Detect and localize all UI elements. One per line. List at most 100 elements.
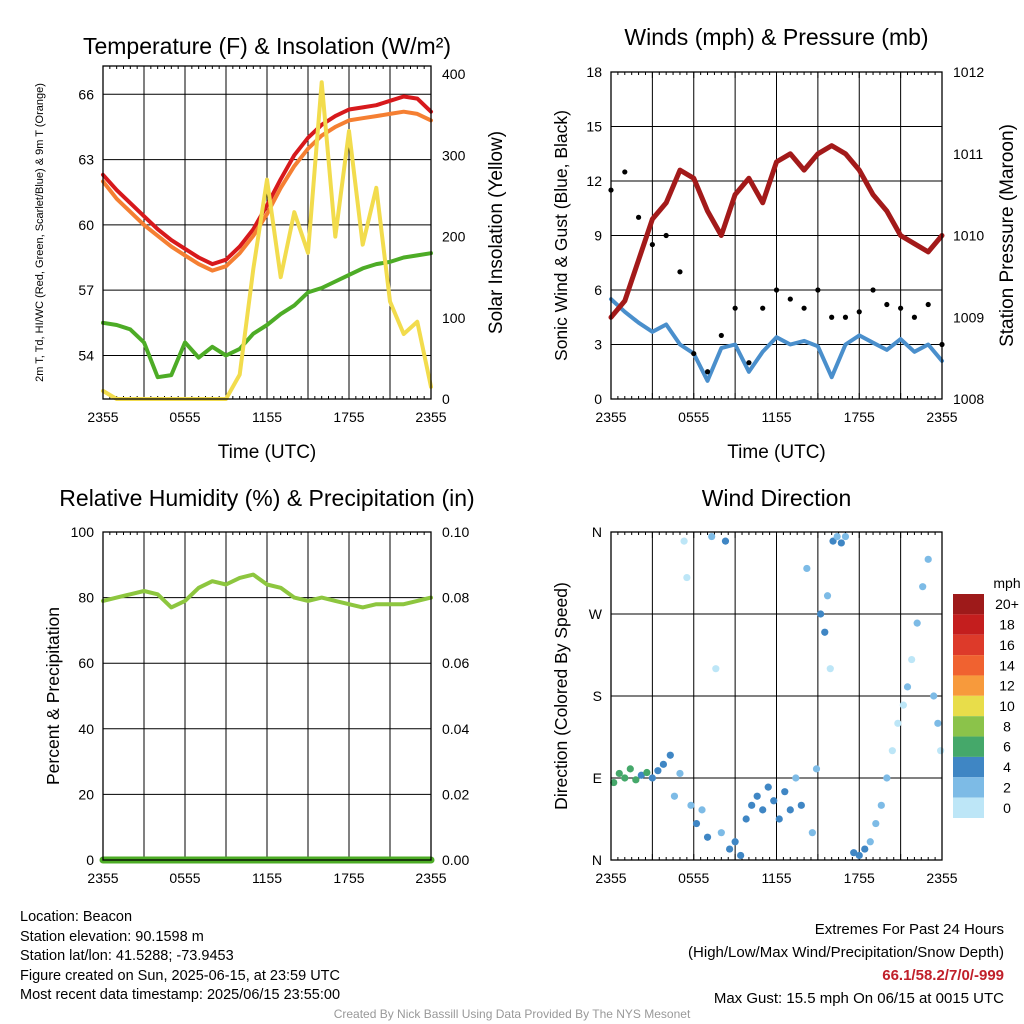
data-point-gust: [635, 214, 642, 220]
x-tick-label: 2355: [926, 409, 957, 425]
data-point-direction: [770, 797, 778, 805]
data-point-direction: [742, 815, 750, 823]
series-line: [101, 251, 433, 380]
y2-axis-label: Station Pressure (Maroon): [997, 124, 1018, 347]
colorbar-swatch: [953, 716, 984, 737]
colorbar-label: 2: [1003, 779, 1011, 795]
chart-title: Temperature (F) & Insolation (W/m²): [83, 33, 451, 59]
data-point-direction: [712, 665, 720, 673]
y2-tick-label: 0.02: [442, 786, 469, 802]
y-tick-label: E: [593, 770, 602, 786]
data-point-direction: [908, 655, 916, 664]
y2-tick-label: 400: [442, 66, 466, 82]
y-tick-label: 60: [78, 655, 94, 671]
speed-colorbar: mph 20+ 18 16 14 12 10 8 6 4 2 0: [953, 575, 1021, 818]
info-created: Figure created on Sun, 2025-06-15, at 23…: [20, 967, 340, 984]
x-axis-label: Time (UTC): [727, 442, 826, 463]
data-point-direction: [866, 838, 874, 846]
info-latlon: Station lat/lon: 41.5288; -73.9453: [20, 948, 234, 965]
data-point-gust: [663, 232, 669, 239]
data-point-direction: [903, 683, 912, 691]
data-point-gust: [746, 360, 752, 366]
series-line: [101, 572, 433, 610]
data-point-direction: [797, 801, 805, 809]
data-point-gust: [815, 287, 821, 293]
x-tick-label: 0555: [678, 870, 709, 886]
x-tick-label: 0555: [169, 409, 200, 425]
colorbar-swatch: [953, 797, 984, 818]
x-tick-label: 0555: [169, 870, 200, 886]
colorbar-swatch: [953, 675, 984, 696]
y2-tick-label: 300: [442, 147, 466, 163]
data-point-direction: [803, 564, 811, 573]
extremes-box: Extremes For Past 24 Hours (High/Low/Max…: [688, 918, 1004, 1010]
data-point-gust: [829, 314, 835, 320]
panel-wind-direction: N E S W N 2355 0555 1155 1755 2355 Wind Direction D…: [551, 485, 958, 886]
data-point-direction: [855, 851, 863, 860]
x-tick-label: 1755: [844, 409, 875, 425]
data-point-direction: [872, 819, 880, 828]
series-line: [609, 297, 944, 383]
panel-winds: 0 3 6 9 12 15 18 1008 1009 1010 1011 1012 2355 0555 11…: [551, 24, 1018, 463]
data-point-direction: [786, 806, 794, 814]
y2-tick-label: 1012: [953, 64, 984, 80]
data-point-direction: [837, 539, 845, 547]
info-recent: Most recent data timestamp: 2025/06/15 2…: [20, 987, 341, 1004]
x-tick-label: 1155: [761, 870, 791, 886]
y-axis-label: 2m T, Td, HI/WC (Red, Green, Scarlet/Blu…: [34, 83, 46, 382]
y-tick-label: 57: [78, 282, 94, 298]
data-point-direction: [726, 845, 734, 853]
data-point-direction: [632, 776, 640, 784]
data-point-direction: [812, 765, 821, 773]
y2-axis-label: Solar Insolation (Yellow): [486, 131, 507, 334]
extremes-values: 66.1/58.2/7/0/-999: [882, 967, 1004, 984]
data-point-gust: [898, 305, 904, 311]
data-point-direction: [937, 747, 945, 755]
extremes-title: Extremes For Past 24 Hours: [814, 921, 1004, 938]
data-point-gust: [691, 350, 697, 357]
series-line: [101, 109, 433, 273]
x-tick-label: 1155: [252, 870, 282, 886]
data-point-direction: [934, 719, 942, 727]
info-elevation: Station elevation: 90.1598 m: [20, 928, 204, 945]
data-point-direction: [731, 838, 739, 846]
data-point-direction: [687, 801, 695, 809]
data-point-direction: [781, 788, 789, 796]
data-point-direction: [899, 701, 907, 709]
data-point-direction: [717, 829, 725, 837]
colorbar-label: 20+: [995, 596, 1019, 612]
data-point-gust: [884, 301, 890, 308]
data-point-direction: [883, 774, 891, 782]
data-point-gust: [732, 305, 738, 311]
data-point-direction: [683, 573, 691, 582]
plot-frame: [102, 65, 432, 400]
data-point-direction: [759, 806, 767, 814]
data-point-gust: [773, 287, 780, 293]
data-point-direction: [775, 815, 783, 823]
data-point-direction: [894, 719, 902, 727]
data-point-direction: [913, 619, 921, 627]
y2-tick-label: 0.06: [442, 655, 469, 671]
y-tick-label: 3: [594, 337, 602, 353]
data-point-gust: [801, 305, 807, 311]
data-point-direction: [721, 537, 730, 545]
data-point-gust: [649, 241, 655, 248]
colorbar-label: 12: [999, 678, 1015, 694]
colorbar-swatch: [953, 655, 984, 676]
data-point-gust: [677, 269, 683, 275]
colorbar-swatch: [953, 695, 984, 717]
data-point-direction: [833, 532, 841, 541]
y-axis-label: Sonic Wind & Gust (Blue, Black): [551, 110, 571, 361]
data-point-direction: [737, 851, 745, 860]
y-tick-label: 15: [586, 119, 602, 135]
data-point-direction: [808, 829, 816, 837]
data-point-direction: [698, 806, 706, 814]
data-point-direction: [861, 845, 869, 853]
extremes-subtitle: (High/Low/Max Wind/Precipitation/Snow De…: [688, 944, 1004, 961]
x-tick-label: 2355: [926, 870, 957, 886]
data-point-gust: [870, 287, 876, 293]
y2-tick-label: 100: [442, 310, 466, 326]
y-tick-label: 66: [78, 86, 94, 102]
data-point-direction: [826, 665, 834, 673]
data-point-direction: [654, 767, 662, 775]
